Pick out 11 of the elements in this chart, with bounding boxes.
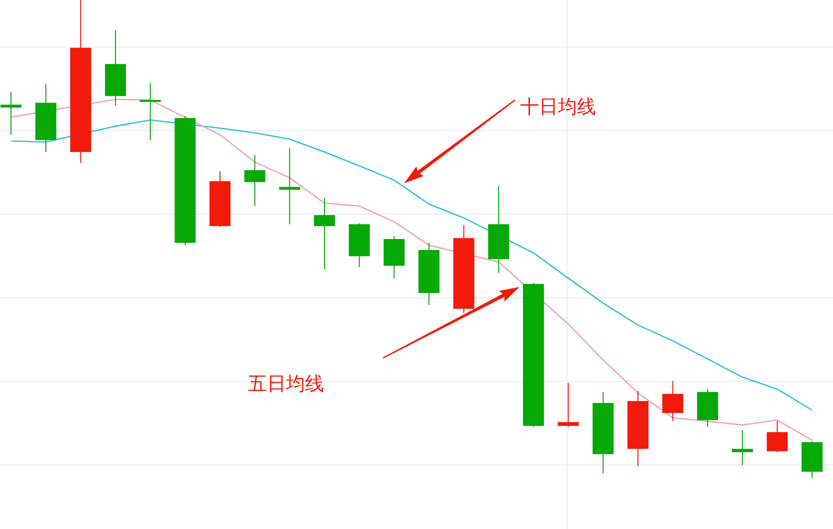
candlestick (766, 420, 788, 453)
candlestick (314, 197, 335, 270)
candlestick (140, 82, 161, 141)
annotation: 十日均线 (520, 96, 596, 118)
annotation: 五日均线 (248, 373, 324, 395)
candlestick (662, 380, 684, 422)
candlestick (558, 382, 579, 428)
candlestick (0, 91, 22, 136)
candlestick (732, 430, 753, 466)
candlestick (244, 154, 266, 207)
candlestick (279, 148, 300, 225)
